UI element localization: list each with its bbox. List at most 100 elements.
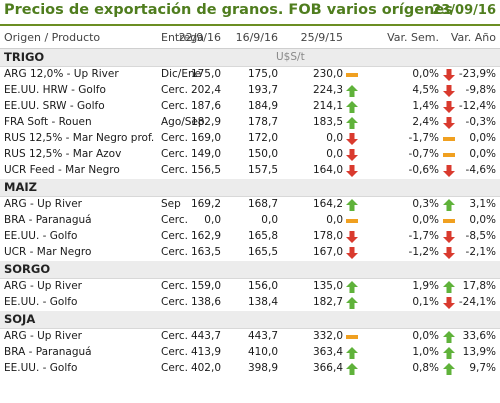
- dash-icon: [345, 214, 359, 228]
- delivery-cell: Cerc.: [161, 214, 188, 226]
- price-date-1: 159,0: [190, 280, 221, 292]
- table-row: EE.UU. - Golfo Cerc. 138,6 138,4 182,7 0,1% -2…: [0, 295, 500, 311]
- origin-cell: ARG 12,0% - Up River: [4, 68, 119, 80]
- price-date-2: 156,0: [247, 280, 278, 292]
- price-date-1: 413,9: [190, 346, 221, 358]
- header-var-ano: Var. Año: [450, 31, 496, 44]
- header-date-1: 22/9/16: [178, 31, 221, 44]
- page-title: Precios de exportación de granos. FOB va…: [4, 2, 453, 18]
- price-date-1: 443,7: [190, 330, 221, 342]
- var-sem-cell: -1,2%: [408, 246, 439, 258]
- table-row: RUS 12,5% - Mar Negro prof. Cerc. 169,0 172…: [0, 131, 500, 147]
- arrow-down-icon: [345, 132, 359, 146]
- var-ano-cell: -8,5%: [465, 230, 496, 242]
- var-ano-cell: 33,6%: [462, 330, 496, 342]
- price-date-3: 224,3: [312, 84, 343, 96]
- dash-icon: [345, 68, 359, 82]
- dash-icon: [345, 330, 359, 344]
- arrow-up-icon: [442, 198, 456, 212]
- table-row: ARG 12,0% - Up River Dic/Ene 175,0 175,0 230…: [0, 67, 500, 83]
- var-sem-cell: 0,0%: [412, 330, 439, 342]
- arrow-down-icon: [442, 296, 456, 310]
- price-date-2: 168,7: [247, 198, 278, 210]
- header-origin: Origen / Producto: [4, 31, 101, 44]
- title-bar: Precios de exportación de granos. FOB va…: [0, 0, 500, 26]
- arrow-down-icon: [442, 164, 456, 178]
- arrow-up-icon: [345, 280, 359, 294]
- price-date-3: 164,2: [312, 198, 343, 210]
- var-ano-cell: 3,1%: [469, 198, 496, 210]
- var-sem-cell: 0,3%: [412, 198, 439, 210]
- delivery-cell: Cerc.: [161, 132, 188, 144]
- price-date-2: 138,4: [247, 296, 278, 308]
- origin-cell: FRA Soft - Rouen: [4, 116, 92, 128]
- price-date-2: 0,0: [261, 214, 278, 226]
- section-name: TRIGO: [4, 50, 45, 64]
- table-row: UCR - Mar Negro Cerc. 163,5 165,5 167,0 -1,2%…: [0, 245, 500, 261]
- price-date-1: 0,0: [204, 214, 221, 226]
- origin-cell: ARG - Up River: [4, 198, 82, 210]
- origin-cell: EE.UU. - Golfo: [4, 362, 78, 374]
- price-date-2: 165,5: [247, 246, 278, 258]
- price-date-3: 167,0: [312, 246, 343, 258]
- var-sem-cell: 0,0%: [412, 68, 439, 80]
- price-date-3: 182,7: [312, 296, 343, 308]
- price-date-1: 138,6: [190, 296, 221, 308]
- column-headers: Origen / Producto Entrega 22/9/16 16/9/1…: [0, 26, 500, 49]
- var-ano-cell: 13,9%: [462, 346, 496, 358]
- price-date-1: 182,9: [190, 116, 221, 128]
- arrow-down-icon: [345, 148, 359, 162]
- origin-cell: RUS 12,5% - Mar Negro prof.: [4, 132, 155, 144]
- var-sem-cell: 0,0%: [412, 214, 439, 226]
- table-row: BRA - Paranaguá Cerc. 413,9 410,0 363,4 1,0% 1…: [0, 345, 500, 361]
- delivery-cell: Cerc.: [161, 362, 188, 374]
- arrow-down-icon: [442, 84, 456, 98]
- arrow-up-icon: [345, 296, 359, 310]
- arrow-up-icon: [345, 346, 359, 360]
- table-row: EE.UU. - Golfo Cerc. 162,9 165,8 178,0 -1,7% -…: [0, 229, 500, 245]
- price-date-1: 202,4: [190, 84, 221, 96]
- var-ano-cell: 0,0%: [469, 148, 496, 160]
- price-date-1: 187,6: [190, 100, 221, 112]
- var-ano-cell: -0,3%: [465, 116, 496, 128]
- price-date-2: 443,7: [247, 330, 278, 342]
- price-date-2: 410,0: [247, 346, 278, 358]
- price-date-2: 398,9: [247, 362, 278, 374]
- arrow-down-icon: [442, 68, 456, 82]
- price-date-1: 162,9: [190, 230, 221, 242]
- var-sem-cell: 2,4%: [412, 116, 439, 128]
- header-delivery: Entrega: [161, 31, 205, 44]
- origin-cell: UCR Feed - Mar Negro: [4, 164, 120, 176]
- section-trigo: TRIGO U$S/t: [0, 49, 500, 67]
- origin-cell: EE.UU. SRW - Golfo: [4, 100, 105, 112]
- var-sem-cell: 4,5%: [412, 84, 439, 96]
- price-date-3: 214,1: [312, 100, 343, 112]
- price-date-3: 230,0: [312, 68, 343, 80]
- price-date-3: 0,0: [326, 148, 343, 160]
- price-date-2: 184,9: [247, 100, 278, 112]
- arrow-up-icon: [345, 198, 359, 212]
- origin-cell: BRA - Paranaguá: [4, 214, 92, 226]
- var-ano-cell: -23,9%: [458, 68, 496, 80]
- arrow-up-icon: [345, 84, 359, 98]
- price-date-1: 175,0: [190, 68, 221, 80]
- arrow-down-icon: [345, 246, 359, 260]
- var-ano-cell: -2,1%: [465, 246, 496, 258]
- var-ano-cell: 17,8%: [462, 280, 496, 292]
- delivery-cell: Cerc.: [161, 346, 188, 358]
- table-row: RUS 12,5% - Mar Azov Cerc. 149,0 150,0 0,0 -0…: [0, 147, 500, 163]
- header-var-sem: Var. Sem.: [387, 31, 439, 44]
- price-date-3: 164,0: [312, 164, 343, 176]
- var-sem-cell: 1,4%: [412, 100, 439, 112]
- var-ano-cell: -12,4%: [458, 100, 496, 112]
- delivery-cell: Cerc.: [161, 330, 188, 342]
- delivery-cell: Cerc.: [161, 148, 188, 160]
- delivery-cell: Cerc.: [161, 296, 188, 308]
- table-row: ARG - Up River Cerc. 159,0 156,0 135,0 1,9% 17…: [0, 279, 500, 295]
- section-unit: U$S/t: [276, 51, 305, 63]
- arrow-up-icon: [345, 100, 359, 114]
- delivery-cell: Cerc.: [161, 84, 188, 96]
- arrow-down-icon: [345, 164, 359, 178]
- var-sem-cell: 1,0%: [412, 346, 439, 358]
